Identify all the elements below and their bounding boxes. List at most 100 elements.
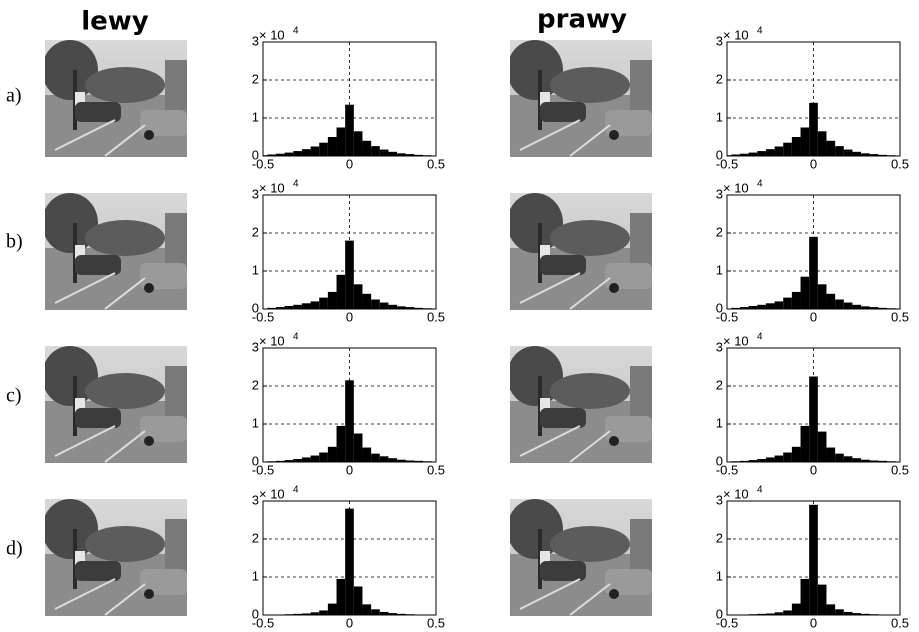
y-tick-label: 3 — [716, 339, 723, 354]
x-tick-label: -0.5 — [716, 615, 738, 630]
bar — [731, 154, 740, 156]
y-tick-label: 3 — [716, 492, 723, 507]
bar — [809, 236, 818, 309]
bar — [765, 457, 775, 462]
bar — [852, 151, 862, 156]
y-offset-text: × 10 — [259, 486, 285, 501]
bar — [748, 460, 758, 462]
bar — [362, 140, 372, 156]
y-offset-text: × 10 — [723, 333, 749, 348]
x-tick-label: 0.5 — [891, 615, 909, 630]
y-tick-label: 0 — [716, 453, 723, 468]
bar — [869, 307, 879, 309]
bar — [405, 307, 415, 309]
bar — [835, 299, 844, 309]
bar — [293, 613, 302, 615]
bar — [852, 458, 862, 462]
bar — [817, 284, 827, 309]
y-tick-label: 2 — [716, 530, 723, 545]
column-title: lewy — [81, 7, 149, 37]
bar — [748, 305, 758, 309]
y-offset-text: × 10 — [259, 333, 285, 348]
x-tick-label: 0.5 — [427, 462, 445, 477]
bar — [783, 452, 792, 462]
y-offset-exponent: 4 — [293, 179, 299, 190]
x-tick-label: 0.5 — [427, 309, 445, 324]
bar — [843, 456, 853, 462]
bar — [757, 151, 766, 156]
bar — [878, 307, 888, 309]
bar — [739, 153, 749, 156]
y-tick-label: 2 — [252, 71, 259, 86]
photo — [45, 193, 187, 310]
bar — [397, 153, 406, 156]
bar — [826, 604, 836, 615]
bars — [727, 376, 900, 462]
bar — [791, 603, 801, 615]
bar — [835, 609, 844, 615]
x-tick-label: 0 — [346, 156, 353, 171]
bar — [826, 293, 836, 309]
bar — [800, 425, 810, 462]
bar — [765, 149, 775, 156]
bar — [878, 460, 888, 462]
bar — [774, 455, 784, 462]
bar — [301, 303, 311, 309]
y-tick-label: 0 — [252, 147, 259, 162]
bar — [774, 301, 784, 309]
bar — [731, 307, 740, 309]
bar — [843, 611, 853, 615]
bar — [869, 460, 879, 462]
y-offset-exponent: 4 — [293, 332, 299, 343]
y-tick-label: 1 — [716, 568, 723, 583]
y-tick-label: 3 — [252, 186, 259, 201]
bar — [826, 447, 836, 462]
y-offset-text: × 10 — [723, 27, 749, 42]
bar — [800, 127, 810, 156]
bar — [362, 604, 372, 615]
y-tick-label: 1 — [252, 262, 259, 277]
bar — [414, 154, 424, 156]
bar — [301, 457, 311, 462]
bar — [284, 305, 294, 309]
bar — [800, 578, 810, 615]
y-tick-label: 2 — [716, 377, 723, 392]
x-tick-label: 0 — [810, 615, 817, 630]
photo — [510, 40, 652, 157]
y-tick-label: 2 — [716, 224, 723, 239]
row-label: d) — [6, 538, 23, 560]
y-offset-exponent: 4 — [757, 485, 763, 496]
x-tick-label: -0.5 — [252, 615, 274, 630]
bar — [748, 152, 758, 156]
bar — [371, 146, 380, 156]
bar — [809, 376, 818, 462]
y-tick-label: 3 — [716, 33, 723, 48]
bar — [405, 460, 415, 462]
bar — [757, 304, 766, 309]
bar — [791, 137, 801, 156]
y-offset-exponent: 4 — [757, 179, 763, 190]
y-tick-label: 3 — [716, 186, 723, 201]
bar — [371, 453, 380, 462]
column-title: prawy — [537, 5, 627, 35]
x-tick-label: -0.5 — [716, 309, 738, 324]
bar — [783, 142, 792, 156]
bar — [835, 453, 844, 462]
bar — [345, 104, 354, 156]
photo — [45, 346, 187, 463]
x-tick-label: 0 — [346, 462, 353, 477]
bar — [397, 459, 406, 462]
bar — [791, 446, 801, 462]
bar — [267, 307, 276, 309]
bar — [362, 447, 372, 462]
x-tick-label: 0.5 — [427, 156, 445, 171]
bar — [379, 456, 389, 462]
row-label: a) — [6, 85, 22, 107]
bar — [327, 446, 337, 462]
bar — [869, 154, 879, 156]
y-tick-label: 1 — [252, 109, 259, 124]
bar — [791, 291, 801, 309]
y-tick-label: 3 — [252, 492, 259, 507]
